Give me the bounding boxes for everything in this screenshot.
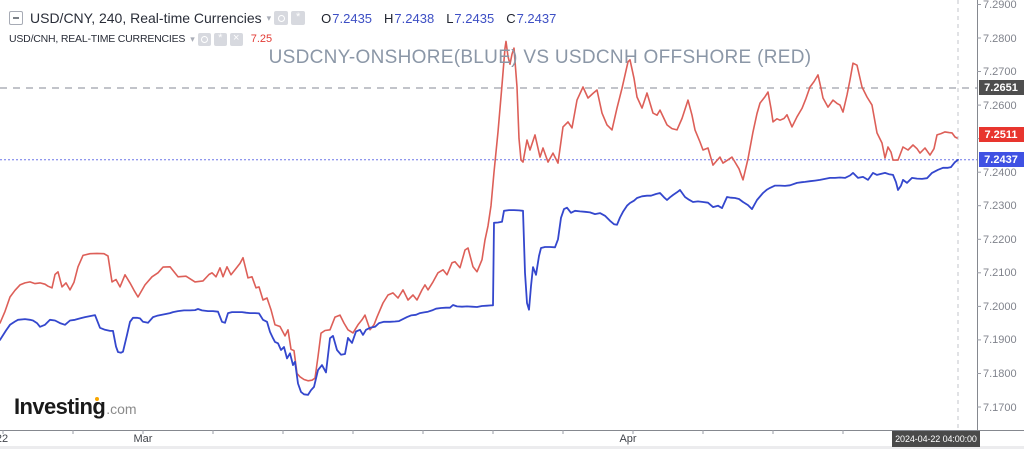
x-glyph: × <box>233 32 240 44</box>
ohlc-values: O7.2435 H7.2438 L7.2435 C7.2437 <box>321 11 556 26</box>
price-axis-label: 7.2800 <box>983 32 1017 45</box>
price-axis-label: 7.2900 <box>983 0 1017 11</box>
investing-domain-text: .com <box>106 401 137 417</box>
price-axis-label: 7.1900 <box>983 334 1017 347</box>
bottom-edge-strip <box>0 446 1024 449</box>
usdcny-onshore-line <box>0 158 959 396</box>
price-axis-label: 7.1800 <box>983 367 1017 380</box>
price-axis-label: 7.2200 <box>983 233 1017 246</box>
settings-icon[interactable]: * <box>291 11 306 25</box>
collapse-icon[interactable] <box>9 11 23 25</box>
chart-title: USDCNY-ONSHORE(BLUE) VS USDCNH OFFSHORE … <box>268 47 812 68</box>
logo-orange-dot-icon <box>95 396 99 401</box>
eye-icon[interactable] <box>197 32 211 46</box>
price-axis-label: 7.2100 <box>983 267 1017 280</box>
overlay-last-price: 7.25 <box>250 33 273 45</box>
eye-glyph <box>200 35 208 43</box>
time-axis-label: Mar <box>133 433 153 445</box>
minus-glyph <box>13 17 19 19</box>
chevron-down-icon[interactable]: ▾ <box>190 33 195 44</box>
price-axis-label: 7.2400 <box>983 166 1017 179</box>
chevron-down-icon[interactable]: ▾ <box>266 12 272 23</box>
settings-icon[interactable]: * <box>213 32 227 46</box>
ohlc-close: C7.2437 <box>506 10 557 26</box>
ohlc-low: L7.2435 <box>446 10 495 26</box>
symbol-title[interactable]: USD/CNY, 240, Real-time Currencies <box>30 10 262 26</box>
price-axis-label: 7.2600 <box>983 99 1017 112</box>
symbol-legend-main[interactable]: USD/CNY, 240, Real-time Currencies ▾ * O… <box>9 8 556 28</box>
time-axis-label: 22 <box>0 433 9 445</box>
investing-brand-text: Investing <box>14 394 106 419</box>
close-icon[interactable]: × <box>229 32 243 46</box>
offshore-last-price-badge: 7.2511 <box>978 127 1024 143</box>
eye-icon[interactable] <box>274 11 289 25</box>
ohlc-open: O7.2435 <box>321 10 373 26</box>
price-axis-label: 7.2000 <box>983 300 1017 313</box>
overlay-symbol-title[interactable]: USD/CNH, REAL-TIME CURRENCIES <box>9 33 186 45</box>
investing-logo[interactable]: Investing .com <box>14 394 137 420</box>
eye-glyph <box>277 14 285 22</box>
gear-glyph: * <box>218 32 223 44</box>
level-price-badge: 7.2651 <box>978 80 1024 96</box>
ohlc-high: H7.2438 <box>384 10 435 26</box>
price-axis-label: 7.2700 <box>983 66 1017 79</box>
cursor-time-badge: 2024-04-22 04:00:00 <box>892 431 980 447</box>
onshore-last-price-badge: 7.2437 <box>978 152 1024 168</box>
price-axis-label: 7.2300 <box>983 200 1017 213</box>
time-axis-label: Apr <box>619 433 637 445</box>
usdcnh-offshore-line <box>0 40 958 382</box>
price-axis-label: 7.1700 <box>983 401 1017 414</box>
gear-glyph: * <box>296 11 301 23</box>
symbol-legend-overlay[interactable]: USD/CNH, REAL-TIME CURRENCIES ▾ * × 7.25 <box>9 32 272 46</box>
